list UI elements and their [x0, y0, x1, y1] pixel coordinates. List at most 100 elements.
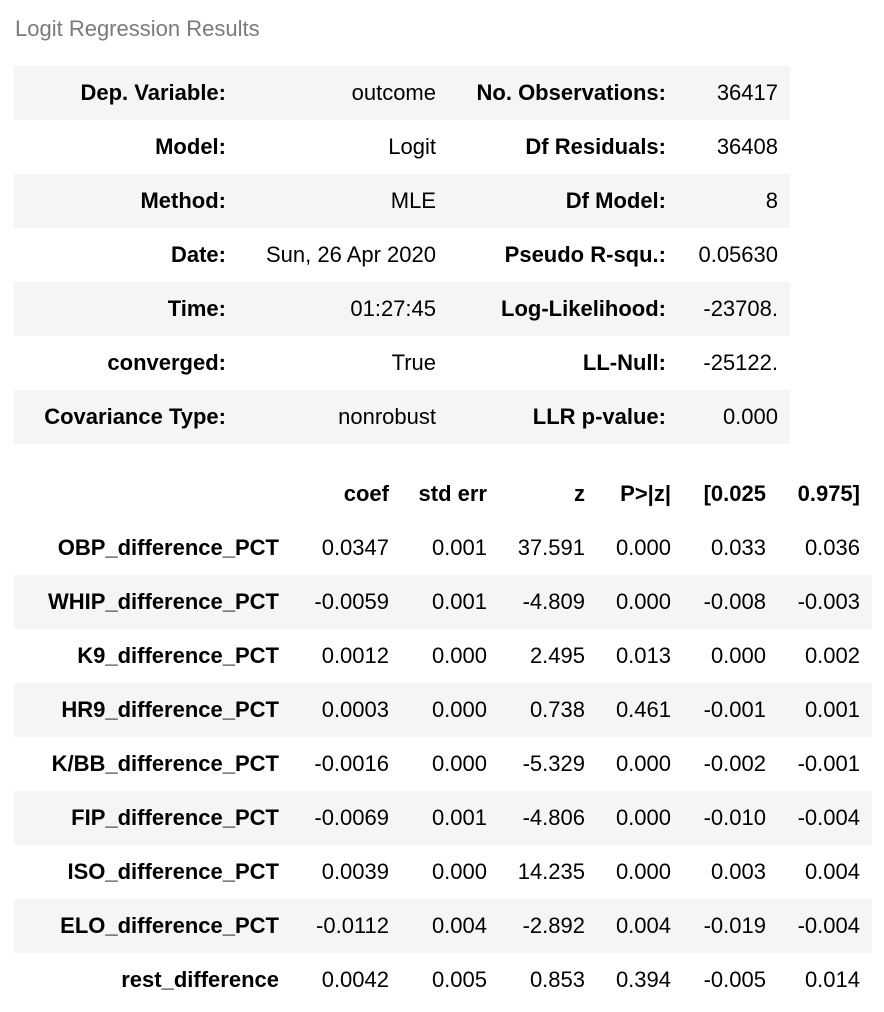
- summary-label: Dep. Variable:: [14, 66, 238, 120]
- p-value-cell: 0.000: [597, 791, 683, 845]
- coef-cell: -0.0016: [291, 737, 401, 791]
- summary-row: Model: Logit Df Residuals: 36408: [14, 120, 790, 174]
- p-value-cell: 0.000: [597, 845, 683, 899]
- p-value-cell: 0.000: [597, 737, 683, 791]
- summary-label: Date:: [14, 228, 238, 282]
- row-name: K9_difference_PCT: [14, 629, 291, 683]
- ci-lower-cell: -0.005: [683, 953, 778, 1007]
- summary-value: outcome: [238, 66, 448, 120]
- header-ci-upper: 0.975]: [778, 467, 872, 521]
- ci-upper-cell: 0.014: [778, 953, 872, 1007]
- table-row: rest_difference 0.0042 0.005 0.853 0.394 -0.0…: [14, 953, 872, 1007]
- z-cell: -5.329: [499, 737, 597, 791]
- summary-label: converged:: [14, 336, 238, 390]
- row-name: ISO_difference_PCT: [14, 845, 291, 899]
- ci-upper-cell: -0.003: [778, 575, 872, 629]
- summary-row: converged: True LL-Null: -25122.: [14, 336, 790, 390]
- ci-upper-cell: 0.002: [778, 629, 872, 683]
- ci-lower-cell: -0.001: [683, 683, 778, 737]
- row-name: OBP_difference_PCT: [14, 521, 291, 575]
- table-row: ELO_difference_PCT -0.0112 0.004 -2.892 0.00…: [14, 899, 872, 953]
- coef-cell: 0.0347: [291, 521, 401, 575]
- ci-lower-cell: -0.008: [683, 575, 778, 629]
- summary-value: Sun, 26 Apr 2020: [238, 228, 448, 282]
- p-value-cell: 0.000: [597, 575, 683, 629]
- std-err-cell: 0.000: [401, 683, 499, 737]
- summary-row: Time: 01:27:45 Log-Likelihood: -23708.: [14, 282, 790, 336]
- summary-value: Logit: [238, 120, 448, 174]
- table-row: ISO_difference_PCT 0.0039 0.000 14.235 0.000…: [14, 845, 872, 899]
- summary-value: MLE: [238, 174, 448, 228]
- coef-cell: -0.0059: [291, 575, 401, 629]
- summary-row: Dep. Variable: outcome No. Observations: 36…: [14, 66, 790, 120]
- p-value-cell: 0.000: [597, 521, 683, 575]
- row-name: rest_difference: [14, 953, 291, 1007]
- row-name: ELO_difference_PCT: [14, 899, 291, 953]
- ci-upper-cell: -0.004: [778, 899, 872, 953]
- ci-upper-cell: 0.001: [778, 683, 872, 737]
- summary-value: 0.000: [678, 390, 790, 444]
- z-cell: 0.738: [499, 683, 597, 737]
- table-row: K9_difference_PCT 0.0012 0.000 2.495 0.013 0.…: [14, 629, 872, 683]
- summary-label: Covariance Type:: [14, 390, 238, 444]
- model-summary-table: Dep. Variable: outcome No. Observations: 36…: [14, 66, 790, 444]
- ci-lower-cell: -0.019: [683, 899, 778, 953]
- ci-lower-cell: -0.002: [683, 737, 778, 791]
- coef-cell: -0.0069: [291, 791, 401, 845]
- coefficients-table: coef std err z P>|z| [0.025 0.975] OBP_d…: [14, 467, 872, 1007]
- summary-value: 01:27:45: [238, 282, 448, 336]
- summary-value: True: [238, 336, 448, 390]
- summary-label: LL-Null:: [448, 336, 678, 390]
- coef-header-row: coef std err z P>|z| [0.025 0.975]: [14, 467, 872, 521]
- summary-label: Method:: [14, 174, 238, 228]
- ci-lower-cell: 0.000: [683, 629, 778, 683]
- p-value-cell: 0.461: [597, 683, 683, 737]
- coef-cell: 0.0042: [291, 953, 401, 1007]
- summary-label: Log-Likelihood:: [448, 282, 678, 336]
- row-name: K/BB_difference_PCT: [14, 737, 291, 791]
- ci-upper-cell: -0.004: [778, 791, 872, 845]
- header-std-err: std err: [401, 467, 499, 521]
- table-row: WHIP_difference_PCT -0.0059 0.001 -4.809 0.0…: [14, 575, 872, 629]
- summary-label: Model:: [14, 120, 238, 174]
- std-err-cell: 0.001: [401, 575, 499, 629]
- row-name: WHIP_difference_PCT: [14, 575, 291, 629]
- header-ci-lower: [0.025: [683, 467, 778, 521]
- coef-cell: 0.0003: [291, 683, 401, 737]
- std-err-cell: 0.000: [401, 629, 499, 683]
- row-name: HR9_difference_PCT: [14, 683, 291, 737]
- summary-value: 36408: [678, 120, 790, 174]
- table-row: FIP_difference_PCT -0.0069 0.001 -4.806 0.00…: [14, 791, 872, 845]
- summary-label: No. Observations:: [448, 66, 678, 120]
- summary-row: Method: MLE Df Model: 8: [14, 174, 790, 228]
- std-err-cell: 0.001: [401, 521, 499, 575]
- p-value-cell: 0.013: [597, 629, 683, 683]
- std-err-cell: 0.000: [401, 845, 499, 899]
- header-blank: [14, 467, 291, 521]
- row-name: FIP_difference_PCT: [14, 791, 291, 845]
- std-err-cell: 0.004: [401, 899, 499, 953]
- summary-row: Date: Sun, 26 Apr 2020 Pseudo R-squ.: 0.056…: [14, 228, 790, 282]
- table-caption: Logit Regression Results: [15, 16, 260, 42]
- summary-label: Pseudo R-squ.:: [448, 228, 678, 282]
- p-value-cell: 0.394: [597, 953, 683, 1007]
- z-cell: 37.591: [499, 521, 597, 575]
- z-cell: -4.809: [499, 575, 597, 629]
- summary-value: -25122.: [678, 336, 790, 390]
- ci-lower-cell: -0.010: [683, 791, 778, 845]
- summary-label: LLR p-value:: [448, 390, 678, 444]
- std-err-cell: 0.000: [401, 737, 499, 791]
- coef-cell: 0.0039: [291, 845, 401, 899]
- std-err-cell: 0.005: [401, 953, 499, 1007]
- ci-lower-cell: 0.033: [683, 521, 778, 575]
- coef-cell: -0.0112: [291, 899, 401, 953]
- summary-label: Df Residuals:: [448, 120, 678, 174]
- ci-upper-cell: 0.004: [778, 845, 872, 899]
- table-row: K/BB_difference_PCT -0.0016 0.000 -5.329 0.0…: [14, 737, 872, 791]
- header-coef: coef: [291, 467, 401, 521]
- summary-value: 36417: [678, 66, 790, 120]
- ci-lower-cell: 0.003: [683, 845, 778, 899]
- coef-cell: 0.0012: [291, 629, 401, 683]
- summary-label: Df Model:: [448, 174, 678, 228]
- header-z: z: [499, 467, 597, 521]
